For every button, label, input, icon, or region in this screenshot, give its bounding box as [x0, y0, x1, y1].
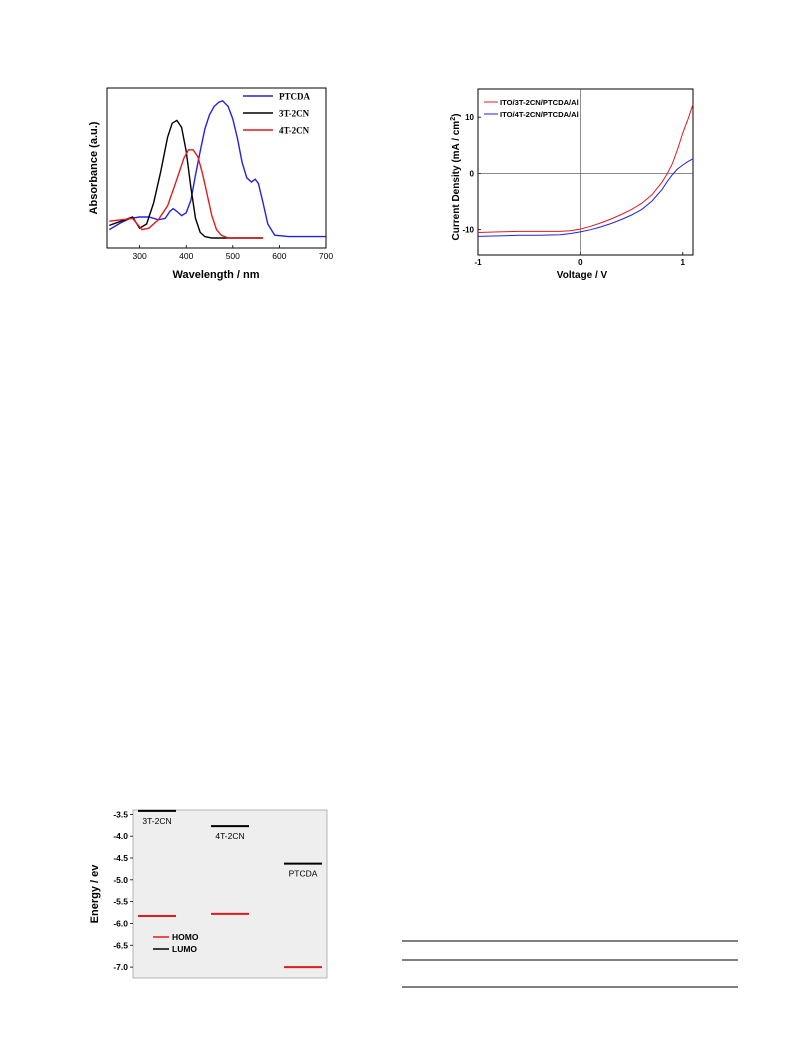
x-tick-label: -1 [474, 258, 482, 267]
y-tick-label: -6.0 [113, 918, 128, 928]
y-tick-label: -4.5 [113, 853, 128, 863]
y-axis-label: Absorbance (a.u.) [88, 121, 100, 214]
x-tick-label: 300 [133, 251, 147, 261]
series-line-ito-3t-2cn-ptcda-al [477, 104, 694, 233]
y-tick-label: -7.0 [113, 962, 128, 972]
series-line-ptcda [108, 99, 326, 238]
legend-label: 3T-2CN [279, 109, 310, 119]
table-rules [402, 940, 738, 988]
plot-frame [132, 809, 328, 979]
x-tick-label: 600 [272, 251, 286, 261]
y-tick-label: -5.5 [113, 897, 128, 907]
y-tick-label: 0 [470, 169, 475, 178]
y-axis-label-tail: ) [451, 114, 462, 117]
legend-label: 4T-2CN [279, 126, 310, 136]
x-tick-label: 500 [226, 251, 240, 261]
y-tick-label: -6.5 [113, 940, 128, 950]
y-axis-label: Energy / ev [89, 864, 101, 924]
category-label: 4T-2CN [215, 831, 244, 841]
legend-label: ITO/3T-2CN/PTCDA/Al [500, 98, 579, 107]
y-tick-label: -5.0 [113, 875, 128, 885]
category-label: 3T-2CN [142, 816, 171, 826]
x-axis-label: Wavelength / nm [173, 269, 260, 281]
x-tick-label: 0 [578, 258, 583, 267]
energy-level-chart: -3.5 -4.0 -4.5 -5.0 -5.5 -6.0 -6.5 -7.0 3T-2CN 4… [89, 809, 328, 979]
y-tick-label: 10 [465, 113, 474, 122]
legend-label: ITO/4T-2CN/PTCDA/Al [500, 110, 579, 119]
y-axis-label-sup: 2 [450, 117, 457, 121]
x-tick-label: 400 [179, 251, 193, 261]
y-axis-label: Current Density (mA / cm2) [450, 114, 462, 241]
plot-frame [477, 88, 694, 256]
series-line-4t-2cn [109, 149, 264, 239]
plot-frame [106, 87, 327, 249]
y-tick-label: -4.0 [113, 831, 128, 841]
y-tick-label: -3.5 [113, 809, 128, 819]
x-tick-label: 700 [319, 251, 333, 261]
x-tick-label: 1 [681, 258, 686, 267]
y-tick-label: -10 [462, 226, 474, 235]
x-axis-label: Voltage / V [557, 270, 608, 281]
series-line-ito-4t-2cn-ptcda-al [477, 158, 694, 237]
legend-label: HOMO [172, 932, 199, 942]
absorbance-chart: 300 400 500 600 700 PTCDA 3T-2CN 4T-2CN Wavele… [88, 87, 333, 281]
legend-label: PTCDA [279, 92, 310, 102]
category-label: PTCDA [289, 869, 318, 879]
legend-label: LUMO [172, 944, 197, 954]
series-line-3t-2cn [109, 119, 264, 239]
